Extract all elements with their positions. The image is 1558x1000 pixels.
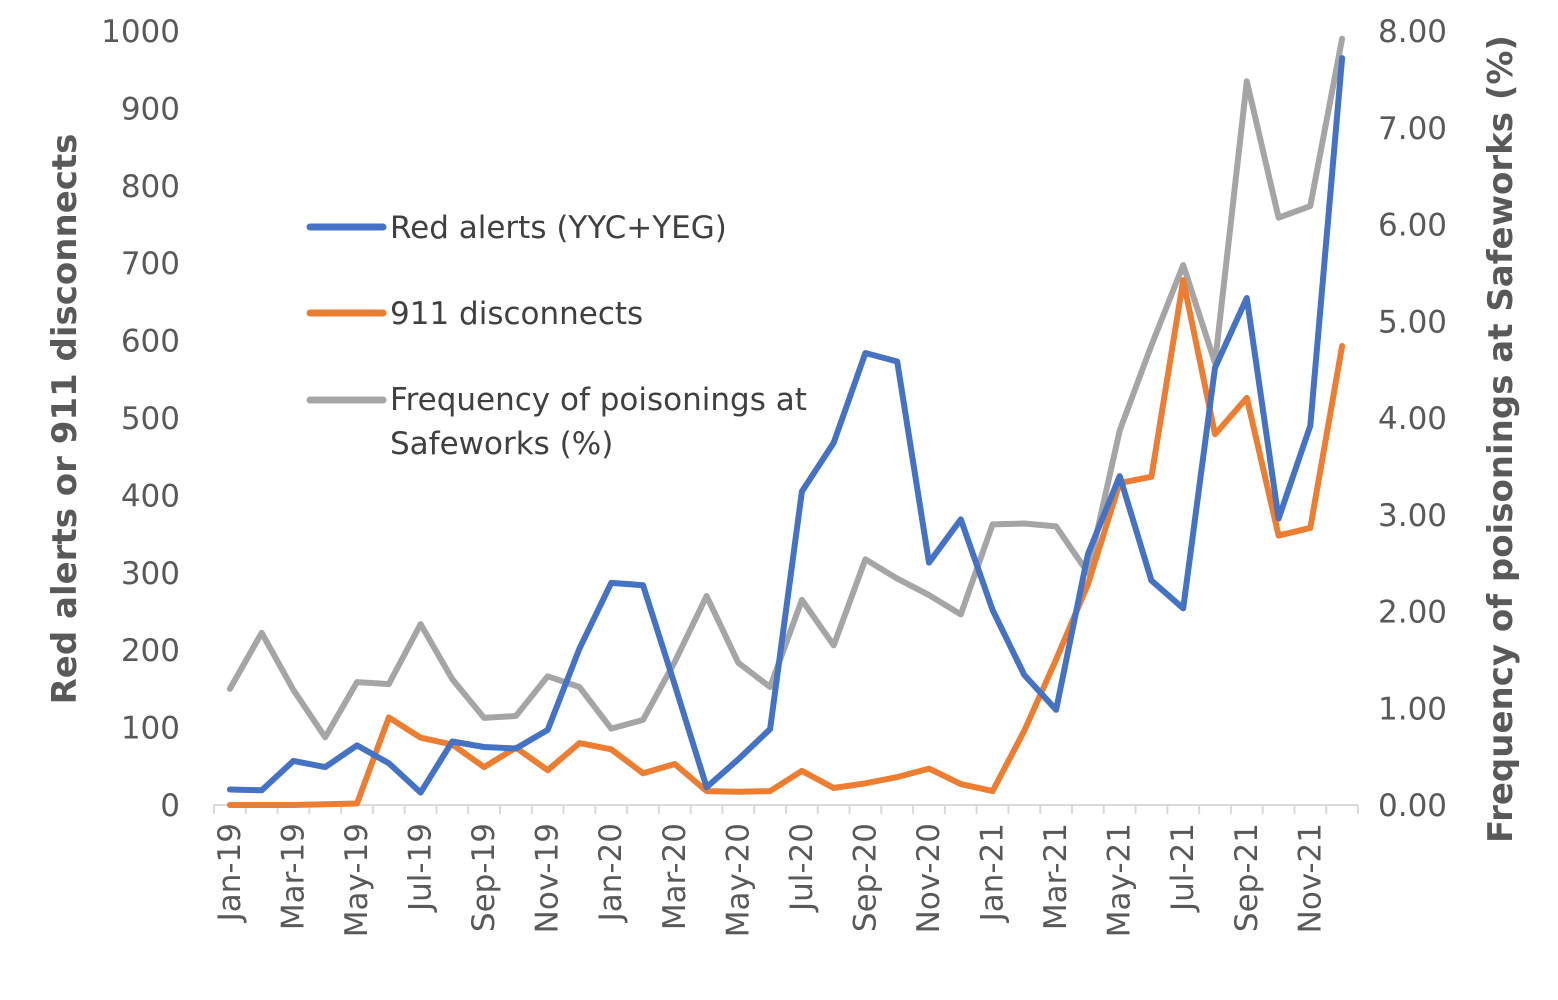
right-y-axis-title: Frequency of poisonings at Safeworks (%) — [1481, 35, 1521, 843]
x-tick-label: Mar-20 — [657, 823, 693, 930]
legend: Red alerts (YYC+YEG) 911 disconnects Fre… — [306, 210, 817, 462]
right-y-tick-label: 8.00 — [1378, 14, 1447, 50]
right-y-tick-label: 3.00 — [1378, 498, 1447, 534]
right-y-tick-label: 5.00 — [1378, 304, 1447, 340]
x-tick-label: Nov-20 — [911, 823, 947, 933]
right-y-axis-ticks: 0.00 1.00 2.00 3.00 4.00 5.00 6.00 7.00 8.00 — [1378, 14, 1447, 824]
x-tick-label: Mar-21 — [1038, 823, 1074, 930]
left-y-tick-label: 800 — [121, 169, 180, 205]
right-y-tick-label: 2.00 — [1378, 595, 1447, 631]
x-tick-label: Jul-21 — [1165, 823, 1201, 913]
x-tick-label: Nov-21 — [1292, 823, 1328, 933]
left-y-tick-label: 1000 — [101, 14, 180, 50]
legend-label-911-disconnects: 911 disconnects — [390, 296, 643, 332]
x-axis-ticks: Jan-19 Mar-19 May-19 Jul-19 Sep-19 Nov-19 Jan-… — [212, 805, 1359, 937]
left-y-tick-label: 700 — [121, 246, 180, 282]
left-y-tick-label: 0 — [160, 788, 180, 824]
x-tick-label: Mar-19 — [275, 823, 311, 930]
legend-label-red-alerts: Red alerts (YYC+YEG) — [390, 210, 727, 246]
right-y-tick-label: 7.00 — [1378, 111, 1447, 147]
x-tick-label: Jan-19 — [212, 823, 248, 923]
left-y-tick-label: 900 — [121, 91, 180, 127]
x-tick-label: Sep-19 — [466, 823, 502, 932]
x-tick-label: May-20 — [720, 823, 756, 937]
right-y-tick-label: 4.00 — [1378, 401, 1447, 437]
left-y-tick-label: 300 — [121, 556, 180, 592]
series-lines — [226, 35, 1346, 808]
legend-label-poisonings-line-2: Safeworks (%) — [390, 426, 613, 462]
right-y-tick-label: 1.00 — [1378, 691, 1447, 727]
right-y-tick-label: 6.00 — [1378, 208, 1447, 244]
x-tick-label: Sep-20 — [847, 823, 883, 932]
series-line-911-disconnects — [226, 277, 1346, 808]
x-tick-label: Nov-19 — [530, 823, 566, 933]
right-y-tick-label: 0.00 — [1378, 788, 1447, 824]
series-line-poisonings — [226, 35, 1346, 741]
x-tick-label: Jan-20 — [593, 823, 629, 923]
legend-label-poisonings: Frequency of poisonings at Safeworks (%) — [390, 382, 817, 462]
x-tick-label: Jul-20 — [784, 823, 820, 913]
legend-label-poisonings-line-1: Frequency of poisonings at — [390, 382, 807, 418]
left-y-tick-label: 400 — [121, 478, 180, 514]
left-y-axis-ticks: 0 100 200 300 400 500 600 700 800 900 1000 — [101, 14, 180, 824]
left-y-axis-title: Red alerts or 911 disconnects — [45, 134, 85, 705]
x-tick-label: Jan-21 — [975, 823, 1011, 923]
x-tick-label: May-21 — [1102, 823, 1138, 937]
left-y-tick-label: 500 — [121, 401, 180, 437]
series-line-red-alerts — [226, 55, 1346, 796]
left-y-tick-label: 600 — [121, 324, 180, 360]
x-tick-label: Sep-21 — [1229, 823, 1265, 932]
x-tick-label: May-19 — [339, 823, 375, 937]
left-y-tick-label: 100 — [121, 711, 180, 747]
x-tick-label: Jul-19 — [403, 823, 439, 913]
left-y-tick-label: 200 — [121, 633, 180, 669]
